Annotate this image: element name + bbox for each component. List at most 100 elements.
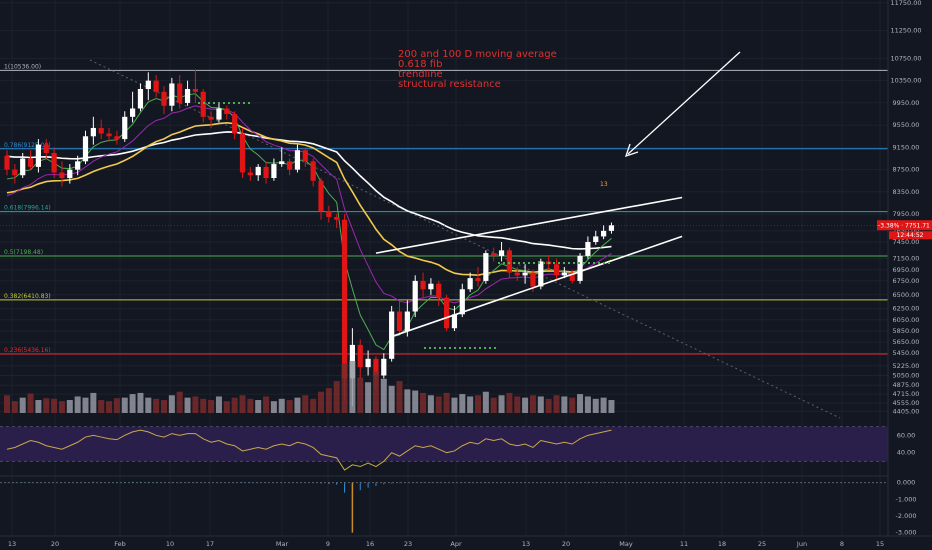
time-tick-label: 18 [718, 540, 726, 548]
volume-bar [176, 391, 183, 413]
signal-dots [444, 347, 446, 349]
candle-body [216, 108, 222, 120]
signal-dots [603, 262, 605, 264]
signal-dots [583, 262, 585, 264]
price-tick-label: 6500.00 [893, 291, 920, 299]
volume-bar [569, 397, 576, 413]
volume-bar [161, 400, 167, 413]
volume-bar [420, 392, 427, 413]
annotation-line-3: trendline [398, 69, 443, 80]
candle-body [334, 216, 340, 220]
time-axis: 13 20 Feb 10 17 Mar 9 16 23 Apr 13 20 May 11 18 25 Jun 8 1… [0, 535, 932, 548]
volume-bar [106, 401, 113, 413]
signal-dots [228, 102, 230, 104]
volume-bar [318, 391, 324, 413]
candle-body [514, 272, 520, 276]
volume-bar [333, 381, 340, 413]
signal-dots [543, 262, 545, 264]
candle-body [310, 161, 316, 181]
volume-bar [82, 397, 89, 413]
candle-body [459, 289, 465, 315]
fib-label: 1(10536.00) [4, 63, 41, 70]
signal-dots [568, 262, 570, 264]
volume-bar [396, 381, 403, 413]
signal-dots [243, 102, 245, 104]
signal-dots [489, 347, 491, 349]
volume-bar [608, 400, 615, 413]
time-tick-label: 17 [206, 540, 214, 548]
candle-body [145, 80, 151, 90]
volume-bar [231, 397, 238, 413]
candle-body [483, 253, 489, 281]
macd-pane [0, 481, 888, 533]
price-tick-label: 5650.00 [893, 338, 920, 346]
rsi-tick-label: 40.00 [897, 449, 916, 457]
candle-body [302, 150, 308, 162]
volume-bar [286, 400, 293, 413]
candle-body [12, 169, 18, 176]
candle-body [396, 311, 403, 331]
volume-bar [58, 401, 65, 413]
signal-dots [223, 102, 225, 104]
candle-body [184, 89, 191, 103]
candle-body [287, 161, 293, 170]
signal-dots [563, 262, 565, 264]
time-tick-label: Mar [276, 540, 289, 548]
volume-bar [459, 394, 466, 413]
time-tick-label: 23 [404, 540, 412, 548]
candle-body [601, 230, 607, 237]
candle-body [506, 250, 512, 273]
candle-body [271, 164, 277, 179]
ma-200-line [6, 131, 612, 250]
time-tick-label: 25 [758, 540, 766, 548]
volume-bar [145, 397, 152, 413]
ma-100-line [6, 122, 612, 277]
signal-dots [538, 262, 540, 264]
candle-body [569, 272, 575, 281]
signal-dots [508, 262, 510, 264]
macd-tick-label: -1.000 [896, 495, 917, 503]
price-tick-label: 6950.00 [893, 266, 920, 274]
signal-dots [424, 347, 426, 349]
volume-bar [475, 395, 481, 413]
volume-bar [482, 391, 489, 413]
volume-bar [208, 400, 215, 413]
candle-body [585, 241, 591, 256]
candles [0, 69, 888, 407]
time-tick-label: 20 [51, 540, 59, 548]
candle-body [491, 253, 497, 256]
signal-dots [573, 262, 575, 264]
time-tick-label: 16 [366, 540, 374, 548]
time-tick-label: 11 [680, 540, 688, 548]
volume-bar [239, 395, 246, 413]
candle-body [318, 180, 324, 212]
fib-label: 0.5(7198.48) [4, 249, 43, 256]
candle-body [294, 150, 301, 170]
candle-body [161, 91, 167, 106]
signal-dots [459, 347, 461, 349]
trendline [391, 235, 683, 338]
signal-dots [474, 347, 476, 349]
candle-body [498, 250, 505, 256]
volume-bar [404, 389, 411, 413]
candle-body [467, 278, 473, 290]
candle-body [106, 133, 112, 137]
annotation-line-2: 0.618 fib [398, 59, 443, 70]
macd-tick-label: -2.000 [896, 512, 917, 520]
trendlines [375, 196, 683, 338]
candle-body [404, 311, 410, 331]
time-tick-label: 20 [562, 540, 570, 548]
candle-body [341, 219, 348, 379]
volume-bar [522, 397, 529, 413]
time-tick-label: 9 [326, 540, 330, 548]
signal-dots [469, 347, 471, 349]
price-tick-label: 9150.00 [893, 143, 920, 151]
volume-bar [427, 395, 434, 413]
diagonal-dotted-line [89, 59, 841, 419]
signal-dots [439, 347, 441, 349]
volume-bar [380, 378, 387, 413]
volume-bar [553, 395, 560, 413]
volume-bar [129, 394, 136, 413]
volume-bar [577, 394, 584, 413]
